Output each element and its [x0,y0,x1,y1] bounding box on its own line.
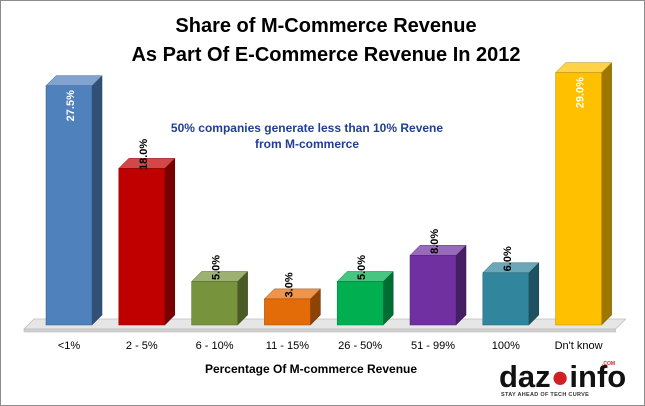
chart-floor [23,318,627,330]
x-tick-4: 11 - 15% [266,340,309,352]
annotation-line-2: from M-commerce [255,137,359,151]
logo-com: .COM [602,361,615,367]
dazeinfo-logo: daz●info .COM STAY AHEAD OF TECH CURVE [499,359,626,398]
x-tick-2: 2 - 5% [126,340,158,352]
bars-layer: 27.5% 18.0% 5.0% 3.0% 5.0% 8.0% 6.0% 29.0% [23,62,627,333]
bar-8-top [554,62,613,73]
bar-7-side [528,262,540,326]
bar-7 [482,262,540,326]
chart-floor-edge [23,328,616,333]
x-tick-6: 51 - 99% [411,340,455,352]
data-label-2: 18.0% [138,139,150,170]
chart-title-line-2: As Part Of E-Commerce Revenue In 2012 [131,44,520,66]
bar-3-front [191,281,238,326]
x-tick-labels: <1% 2 - 5% 6 - 10% 11 - 15% 26 - 50% 51 - 99%… [58,340,603,352]
bar-2 [118,157,176,326]
bar-5-front [336,281,384,326]
bar-5 [336,270,394,326]
data-label-3: 5.0% [211,255,223,280]
bar-8-side [601,62,612,326]
logo-wordmark: daz●info [499,359,626,394]
bar-3 [190,270,249,326]
annotation-line-1: 50% companies generate less than 10% Rev… [171,121,443,135]
bar-2-side [164,157,176,326]
x-tick-5: 26 - 50% [338,340,382,352]
chart-title-line-1: Share of M-Commerce Revenue [175,15,476,37]
bar-6 [409,244,467,326]
bar-1-side [91,75,103,326]
x-tick-3: 6 - 10% [196,340,234,352]
bar-1 [45,75,103,326]
bar-6-side [455,244,467,326]
logo-tagline: STAY AHEAD OF TECH CURVE [501,392,589,398]
data-label-5: 5.0% [356,255,368,280]
bar-2-front [118,168,166,326]
bar-1-front [45,85,93,326]
bar-6-front [409,255,457,326]
x-tick-1: <1% [58,340,81,352]
bar-4-front [264,298,311,326]
data-label-6: 8.0% [429,229,441,254]
bar-4 [263,288,322,326]
logo-text-pre: daz [499,359,551,394]
bar-7-front [482,272,530,326]
x-tick-7: 100% [492,340,520,352]
bar-8-front [555,72,602,326]
bar-8 [554,62,613,326]
data-label-8: 29.0% [575,77,587,108]
data-label-1: 27.5% [65,90,77,121]
x-axis-title: Percentage Of M-commerce Revenue [205,362,417,376]
bar-1-top [45,75,103,86]
x-tick-8: Dn't know [555,340,603,352]
data-label-4: 3.0% [283,272,295,297]
data-label-7: 6.0% [502,246,514,271]
logo-dot-icon: ● [551,359,570,394]
logo-text-post: info [569,359,626,394]
